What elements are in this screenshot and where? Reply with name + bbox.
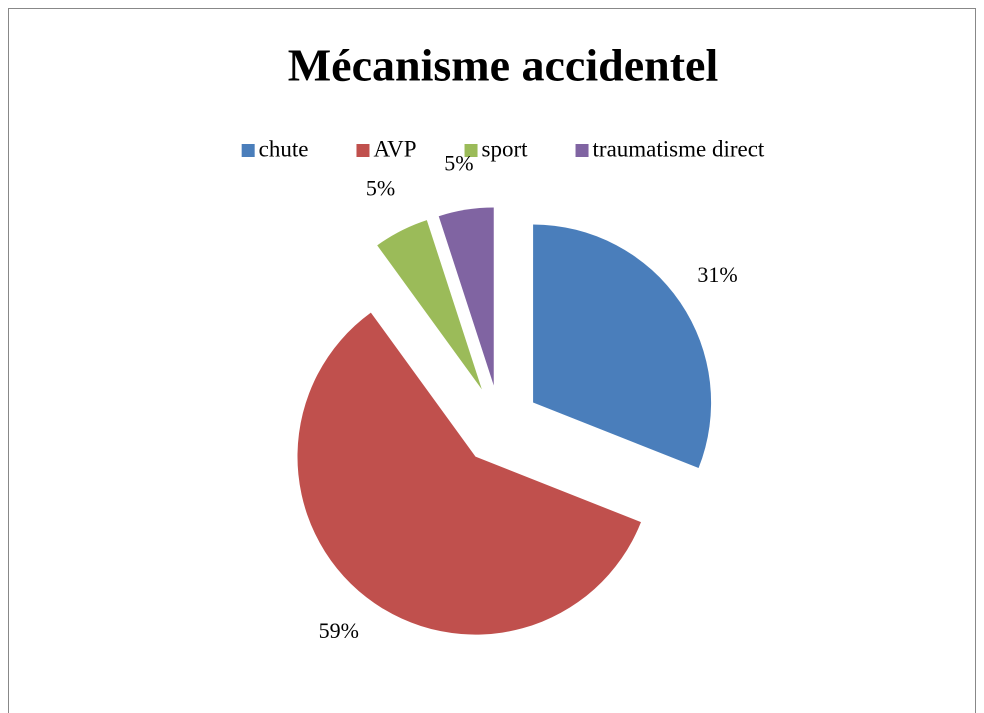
data-label: 5% bbox=[444, 150, 473, 175]
legend-label: AVP bbox=[373, 136, 416, 161]
pie-slice bbox=[297, 312, 641, 635]
legend-label: sport bbox=[482, 136, 529, 161]
data-label: 59% bbox=[319, 618, 359, 643]
data-label: 31% bbox=[697, 262, 737, 287]
legend-swatch bbox=[241, 144, 255, 157]
pie-slice bbox=[377, 220, 482, 390]
legend-swatch bbox=[464, 144, 478, 157]
legend-label: chute bbox=[259, 136, 309, 161]
legend-swatch bbox=[356, 144, 370, 157]
pie-slice bbox=[533, 224, 712, 469]
chart-title: Mécanisme accidentel bbox=[288, 40, 718, 91]
data-label: 5% bbox=[366, 176, 395, 201]
pie-slice bbox=[438, 207, 494, 386]
legend-swatch bbox=[575, 144, 589, 157]
legend-label: traumatisme direct bbox=[593, 136, 765, 161]
